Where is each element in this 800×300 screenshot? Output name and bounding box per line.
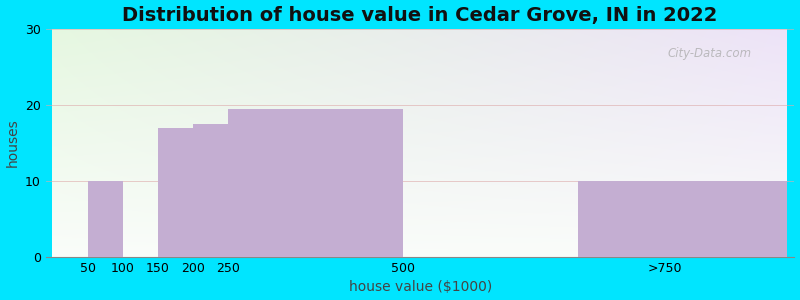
Bar	[88, 181, 123, 257]
Bar	[158, 128, 193, 257]
Bar	[228, 109, 402, 257]
Text: City-Data.com: City-Data.com	[667, 47, 751, 60]
Title: Distribution of house value in Cedar Grove, IN in 2022: Distribution of house value in Cedar Gro…	[122, 6, 718, 25]
Y-axis label: houses: houses	[6, 118, 19, 167]
Bar	[193, 124, 228, 257]
Bar	[578, 181, 787, 257]
X-axis label: house value ($1000): house value ($1000)	[349, 280, 492, 294]
